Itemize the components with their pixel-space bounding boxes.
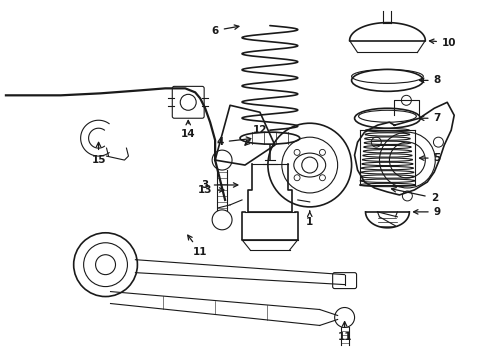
Text: 2: 2 [392,188,438,203]
Text: 15: 15 [91,142,106,165]
Text: 1: 1 [306,211,314,227]
Text: 8: 8 [419,75,441,85]
Text: 13: 13 [198,185,224,195]
Text: 11: 11 [188,235,207,257]
Text: 7: 7 [419,113,441,123]
Text: 12: 12 [245,125,267,145]
Text: 14: 14 [181,120,196,139]
Text: 11: 11 [337,321,352,342]
Text: 9: 9 [414,207,441,217]
Text: 6: 6 [212,25,239,36]
Text: 10: 10 [429,37,457,48]
Text: 3: 3 [201,180,238,190]
Text: 4: 4 [217,137,251,147]
Text: 5: 5 [419,153,441,163]
